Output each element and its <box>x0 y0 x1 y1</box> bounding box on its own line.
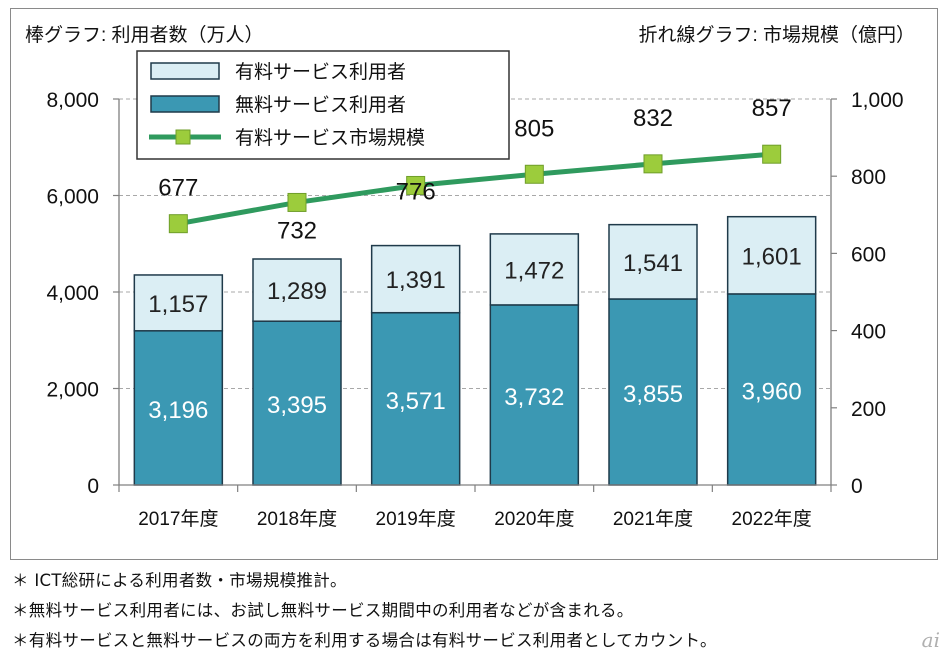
line-marker <box>287 192 307 212</box>
footnote-3: ＊有料サービスと無料サービスの両方を利用する場合は有料サービス利用者としてカウン… <box>12 631 717 650</box>
legend-swatch-paid-users <box>150 62 220 80</box>
data-label-free-users: 3,960 <box>742 378 802 405</box>
bar-free-users <box>726 293 817 486</box>
y-left-tick-label: 2,000 <box>46 379 99 402</box>
x-tick-label: 2021年度 <box>613 508 693 530</box>
x-tick-label: 2018年度 <box>257 508 337 530</box>
legend-label: 有料サービス利用者 <box>235 61 406 83</box>
x-tick-label: 2019年度 <box>376 508 456 530</box>
line-marker <box>168 214 188 234</box>
data-label-free-users: 3,196 <box>148 397 208 424</box>
line-marker <box>762 144 782 164</box>
right-axis-title: 折れ線グラフ: 市場規模（億円） <box>638 24 915 46</box>
left-axis-title: 棒グラフ: 利用者数（万人） <box>25 24 264 46</box>
data-label-paid-users: 1,391 <box>386 267 446 294</box>
data-label-paid-users: 1,601 <box>742 243 802 270</box>
data-label-free-users: 3,571 <box>386 388 446 415</box>
y-right-tick-label: 0 <box>851 475 863 498</box>
footnote-2: ＊無料サービス利用者には、お試し無料サービス期間中の利用者などが含まれる。 <box>12 601 634 620</box>
data-label-free-users: 3,855 <box>623 381 683 408</box>
data-label-market-size: 732 <box>277 217 317 244</box>
footnote-1: ＊ ICT総研による利用者数・市場規模推計。 <box>12 571 347 590</box>
bar-paid-users <box>133 274 224 332</box>
bar-paid-users <box>608 223 698 300</box>
data-label-paid-users: 1,289 <box>267 278 327 305</box>
chart: 3,196 1,157 2017年度 3,395 1,289 2018年度 3,571 1,3… <box>25 24 915 530</box>
line-marker <box>643 154 663 174</box>
x-tick-label: 2017年度 <box>138 508 218 530</box>
legend-swatch-market-marker <box>175 129 191 145</box>
data-label-market-size: 805 <box>514 115 554 142</box>
data-label-paid-users: 1,157 <box>148 291 208 318</box>
legend-label: 無料サービス利用者 <box>235 94 406 116</box>
y-right-tick-label: 800 <box>851 166 886 189</box>
bar-free-users <box>133 330 224 486</box>
line-market-size <box>177 151 772 227</box>
y-left-tick-label: 6,000 <box>46 186 99 209</box>
bar-paid-users <box>726 215 817 295</box>
bar-paid-users <box>252 258 342 322</box>
watermark-logo: ai <box>921 628 940 652</box>
data-label-free-users: 3,395 <box>267 392 327 419</box>
y-right-tick-label: 400 <box>851 321 886 344</box>
line-marker <box>406 175 426 195</box>
bar-free-users <box>370 311 461 486</box>
y-right-tick-label: 200 <box>851 398 886 421</box>
line-marker <box>524 164 544 184</box>
data-label-market-size: 677 <box>158 175 198 202</box>
y-left-tick-label: 4,000 <box>46 282 99 305</box>
x-tick-label: 2022年度 <box>732 508 812 530</box>
bar-paid-users <box>370 244 461 314</box>
x-tick-label: 2020年度 <box>494 508 574 530</box>
data-label-free-users: 3,732 <box>504 384 564 411</box>
data-label-market-size: 776 <box>396 178 436 205</box>
data-label-paid-users: 1,472 <box>504 257 564 284</box>
legend-label: 有料サービス市場規模 <box>235 127 425 149</box>
chart-frame: 3,196 1,157 2017年度 3,395 1,289 2018年度 3,571 1,3… <box>10 8 938 560</box>
y-right-tick-label: 1,000 <box>851 89 904 112</box>
data-label-market-size: 857 <box>752 95 792 122</box>
y-left-tick-label: 8,000 <box>46 89 99 112</box>
data-label-market-size: 832 <box>633 105 673 132</box>
data-label-paid-users: 1,541 <box>623 250 683 277</box>
bar-paid-users <box>489 233 580 306</box>
legend-swatch-free-users <box>150 95 220 113</box>
y-right-tick-label: 600 <box>851 243 886 266</box>
y-left-tick-label: 0 <box>87 475 99 498</box>
